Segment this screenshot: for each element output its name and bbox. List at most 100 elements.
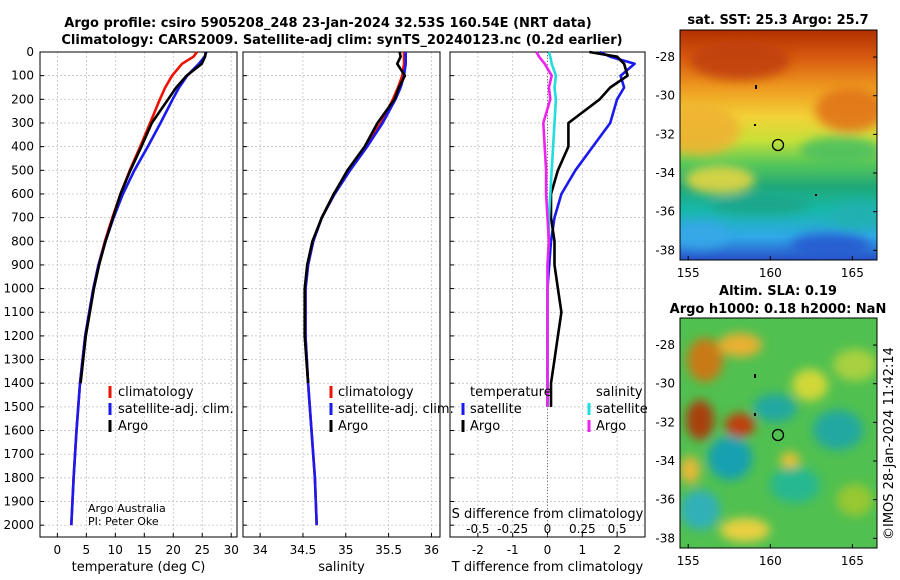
s-tick-label: 0.5 — [608, 522, 627, 536]
title-line-2: Climatology: CARS2009. Satellite-adj cli… — [61, 33, 622, 48]
credit-pi: PI: Peter Oke — [88, 515, 159, 528]
sst-map: sat. SST: 25.3 Argo: 25.7 155 160 165 -28 -3… — [655, 13, 878, 280]
map-x-tick-label: 160 — [759, 266, 782, 280]
sla-map: Altim. SLA: 0.19 Argo h1000: 0.18 h2000:… — [655, 284, 886, 568]
s-tick-label: -0.5 — [466, 522, 489, 536]
axes-frame — [39, 51, 238, 538]
x-tick-label: 0 — [54, 543, 62, 557]
map-y-tick-label: -30 — [655, 377, 675, 391]
salinity-panel: 34 34.5 35 35.5 36 salinity — [242, 51, 441, 575]
x-tick-label: -1 — [507, 543, 519, 557]
map-y-tick-label: -30 — [655, 89, 675, 103]
depth-tick-label: 300 — [11, 116, 34, 130]
depth-tick-label: 600 — [11, 187, 34, 201]
s-tick-label: 0.25 — [569, 522, 596, 536]
sla-map-title-1: Altim. SLA: 0.19 — [719, 284, 837, 299]
map-y-tick-label: -38 — [655, 531, 675, 545]
temperature-panel: 0 5 10 15 20 25 300100200300400500600700800900… — [3, 45, 238, 575]
s-tick-label: 0 — [544, 522, 552, 536]
series-argo — [79, 51, 207, 384]
sla-profile-marker — [771, 428, 785, 442]
series-argo-salinity- — [535, 51, 554, 407]
sla-map-axes: 155 160 165 -28 -30 -32 -34 -36 -38 — [655, 338, 877, 568]
depth-tick-label: 800 — [11, 234, 34, 248]
depth-tick-label: 200 — [11, 92, 34, 106]
credit-org: Argo Australia — [88, 502, 166, 515]
map-x-tick-label: 160 — [759, 554, 782, 568]
sla-map-title-2: Argo h1000: 0.18 h2000: NaN — [670, 302, 887, 317]
depth-tick-label: 100 — [11, 69, 34, 83]
x-tick-label: 34 — [252, 543, 267, 557]
sst-map-frame — [679, 29, 878, 261]
depth-tick-label: 1500 — [3, 400, 34, 414]
depth-tick-label: 1900 — [3, 495, 34, 509]
x-tick-label: 35 — [338, 543, 353, 557]
x-tick-label: 5 — [83, 543, 91, 557]
x-tick-label: -2 — [472, 543, 484, 557]
axes-frame — [242, 51, 441, 538]
x-tick-label: 34.5 — [290, 543, 317, 557]
map-y-tick-label: -28 — [655, 338, 675, 352]
footer-stamp: ©IMOS 28-Jan-2024 11:42:14 — [882, 347, 897, 540]
legend-header-temperature: temperature — [470, 385, 552, 400]
x-tick-label: 15 — [137, 543, 152, 557]
sst-map-field — [680, 30, 877, 260]
x-axis-label: temperature (deg C) — [72, 560, 206, 575]
depth-tick-label: 1700 — [3, 447, 34, 461]
legend-label-argo: Argo — [118, 419, 148, 434]
map-x-tick-label: 165 — [841, 554, 864, 568]
legend-label-satellite-clim: satellite-adj. clim. — [338, 402, 454, 417]
depth-tick-label: 900 — [11, 258, 34, 272]
map-y-tick-label: -36 — [655, 205, 675, 219]
x-tick-label: 2 — [613, 543, 621, 557]
sst-map-title: sat. SST: 25.3 Argo: 25.7 — [687, 13, 868, 28]
depth-tick-label: 2000 — [3, 518, 34, 532]
map-y-tick-label: -38 — [655, 243, 675, 257]
depth-tick-label: 1300 — [3, 353, 34, 367]
x-tick-label: 10 — [108, 543, 123, 557]
sst-profile-marker — [771, 138, 785, 152]
x-tick-label: 30 — [224, 543, 239, 557]
legend-label-climatology: climatology — [338, 385, 414, 400]
map-x-tick-label: 155 — [677, 554, 700, 568]
x-tick-label: 0 — [544, 543, 552, 557]
difference-panel: -2 -1 0 1 2 S difference from climatology-0.5… — [449, 50, 646, 575]
x-tick-label: 36 — [424, 543, 439, 557]
depth-tick-label: 1400 — [3, 376, 34, 390]
series-argo — [303, 51, 407, 384]
s-tick-label: -0.25 — [497, 522, 528, 536]
map-y-tick-label: -34 — [655, 454, 675, 468]
sst-map-axes: 155 160 165 -28 -30 -32 -34 -36 -38 — [655, 50, 877, 280]
legend-label-s-satellite: satellite — [596, 402, 648, 417]
depth-tick-label: 1800 — [3, 471, 34, 485]
map-y-tick-label: -28 — [655, 50, 675, 64]
sla-map-field — [680, 318, 877, 548]
depth-tick-label: 1600 — [3, 424, 34, 438]
axes-frame — [449, 51, 646, 538]
map-y-tick-label: -36 — [655, 493, 675, 507]
series-climatology — [70, 51, 199, 526]
map-y-tick-label: -34 — [655, 166, 675, 180]
x-tick-label: 35.5 — [375, 543, 402, 557]
depth-tick-label: 1200 — [3, 329, 34, 343]
map-x-tick-label: 165 — [841, 266, 864, 280]
x-tick-label: 25 — [195, 543, 210, 557]
legend-label-t-argo: Argo — [470, 419, 500, 434]
depth-tick-label: 0 — [26, 45, 34, 59]
salinity-legend: climatology satellite-adj. clim. Argo — [329, 385, 454, 434]
difference-legend: temperature salinity satellite Argo sate… — [461, 385, 648, 434]
depth-tick-label: 700 — [11, 211, 34, 225]
depth-tick-label: 500 — [11, 163, 34, 177]
title-line-1: Argo profile: csiro 5905208_248 23-Jan-2… — [64, 16, 591, 31]
legend-header-salinity: salinity — [596, 385, 643, 400]
depth-tick-label: 400 — [11, 140, 34, 154]
map-y-tick-label: -32 — [655, 127, 675, 141]
sla-map-frame — [679, 317, 878, 549]
x-axis-label: T difference from climatology — [451, 560, 644, 575]
legend-label-s-argo: Argo — [596, 419, 626, 434]
map-x-tick-label: 155 — [677, 266, 700, 280]
legend-label-t-satellite: satellite — [470, 402, 522, 417]
depth-tick-label: 1000 — [3, 282, 34, 296]
map-y-tick-label: -32 — [655, 415, 675, 429]
